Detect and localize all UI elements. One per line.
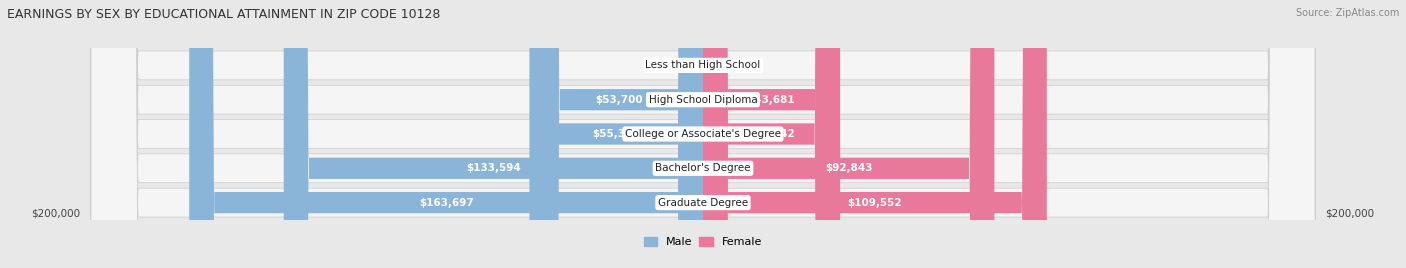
Text: Less than High School: Less than High School <box>645 60 761 70</box>
Text: $43,542: $43,542 <box>748 129 796 139</box>
FancyBboxPatch shape <box>91 0 1315 268</box>
Text: $109,552: $109,552 <box>848 198 903 208</box>
Text: EARNINGS BY SEX BY EDUCATIONAL ATTAINMENT IN ZIP CODE 10128: EARNINGS BY SEX BY EDUCATIONAL ATTAINMEN… <box>7 8 440 21</box>
FancyBboxPatch shape <box>534 0 703 268</box>
FancyBboxPatch shape <box>91 0 1315 268</box>
Text: High School Diploma: High School Diploma <box>648 95 758 105</box>
FancyBboxPatch shape <box>190 0 703 268</box>
Text: Source: ZipAtlas.com: Source: ZipAtlas.com <box>1295 8 1399 18</box>
FancyBboxPatch shape <box>703 0 839 268</box>
Text: $92,843: $92,843 <box>825 163 873 173</box>
Text: $55,308: $55,308 <box>592 129 640 139</box>
FancyBboxPatch shape <box>91 0 1315 268</box>
FancyBboxPatch shape <box>91 0 1315 268</box>
FancyBboxPatch shape <box>530 0 703 268</box>
Text: $0: $0 <box>678 60 692 70</box>
FancyBboxPatch shape <box>284 0 703 268</box>
Text: Graduate Degree: Graduate Degree <box>658 198 748 208</box>
Legend: Male, Female: Male, Female <box>640 233 766 252</box>
Text: Bachelor's Degree: Bachelor's Degree <box>655 163 751 173</box>
Text: College or Associate's Degree: College or Associate's Degree <box>626 129 780 139</box>
Text: $53,700: $53,700 <box>595 95 643 105</box>
Text: $200,000: $200,000 <box>31 209 80 218</box>
FancyBboxPatch shape <box>703 0 1047 268</box>
Text: $163,697: $163,697 <box>419 198 474 208</box>
Text: $0: $0 <box>714 60 728 70</box>
Text: $43,681: $43,681 <box>748 95 796 105</box>
Text: $133,594: $133,594 <box>465 163 520 173</box>
FancyBboxPatch shape <box>703 0 841 268</box>
Text: $200,000: $200,000 <box>1326 209 1375 218</box>
FancyBboxPatch shape <box>703 0 994 268</box>
FancyBboxPatch shape <box>91 0 1315 268</box>
